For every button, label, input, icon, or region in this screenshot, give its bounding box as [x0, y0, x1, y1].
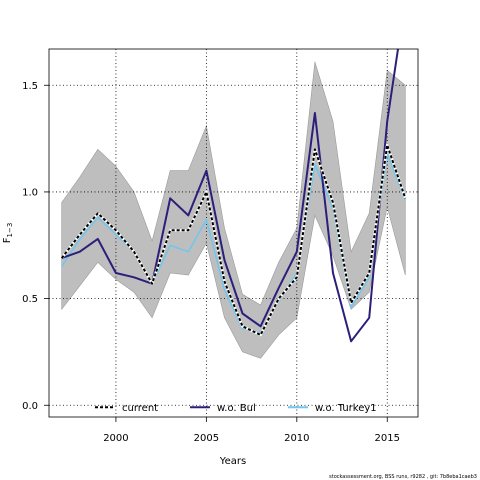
x-tick-label: 2010 [284, 433, 309, 444]
y-axis-title: F1−3 [2, 223, 14, 244]
confidence-band [61, 61, 406, 359]
legend-label-w-o-bul: w.o. Bul [217, 403, 256, 414]
x-tick-label: 2015 [375, 433, 400, 444]
x-tick-label: 2005 [194, 433, 219, 444]
y-tick-label: 0.5 [22, 294, 38, 305]
y-axis-title-main: F [2, 237, 13, 243]
footer-credit: stockassessment.org, BSS runs, r9282 , g… [329, 474, 477, 480]
x-tick-label: 2000 [103, 433, 128, 444]
y-tick-label: 1.0 [22, 187, 38, 198]
svg-text:F1−3: F1−3 [2, 223, 14, 244]
legend: current w.o. Bul w.o. Turkey1 [95, 403, 377, 414]
legend-label-current: current [122, 403, 158, 414]
plot-frame [48, 48, 419, 418]
y-tick-label: 0.0 [22, 401, 38, 412]
series-line-current [60, 144, 407, 336]
legend-label-w-o-turkey1: w.o. Turkey1 [315, 403, 377, 414]
x-axis-title: Years [219, 456, 246, 467]
y-axis-title-sub: 1−3 [6, 223, 14, 238]
series-line-w-o-bul [61, 49, 400, 343]
y-tick-label: 1.5 [22, 81, 38, 92]
